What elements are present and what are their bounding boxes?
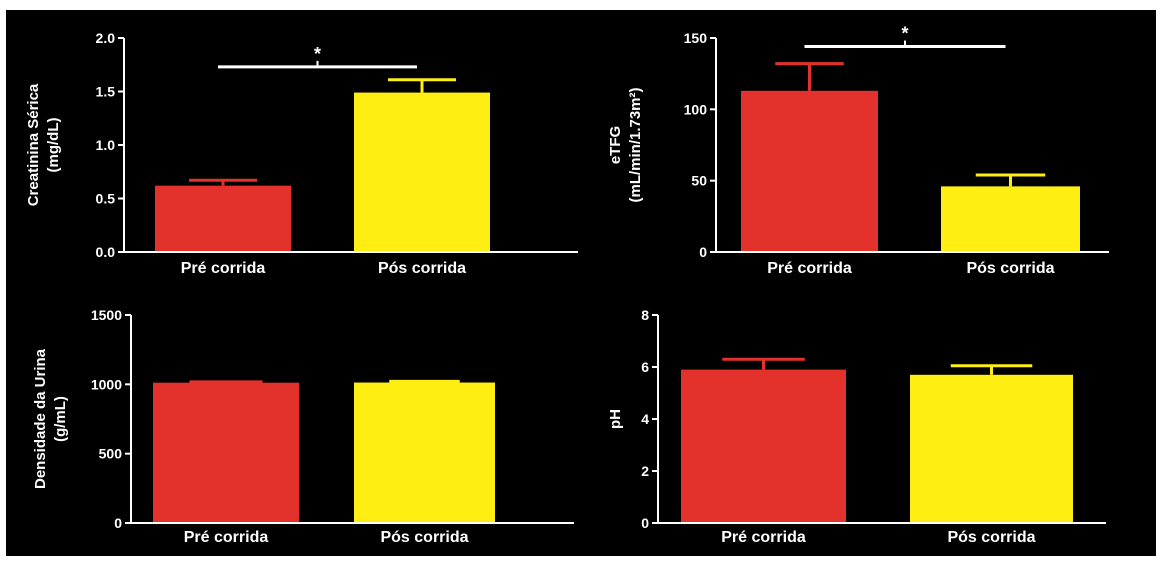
y-axis-label: Creatinina Sérica [25, 83, 42, 206]
y-tick-label: 8 [641, 307, 649, 323]
bar-pre-corrida [153, 383, 299, 523]
figure-panel: Pré corrida Pós corrida 0.0 0.5 1.0 1.5 2.0 Cre… [6, 10, 1156, 556]
bar-pre-corrida [741, 91, 878, 252]
category-label: Pós corrida [966, 260, 1054, 277]
category-label: Pós corrida [378, 260, 466, 277]
bar-pos-corrida [910, 375, 1073, 523]
y-tick-label: 0.0 [96, 244, 116, 260]
y-axis-label: Densidade da Urina [32, 348, 49, 489]
y-tick-label: 1000 [91, 376, 122, 392]
y-tick-label: 0.5 [96, 191, 116, 207]
y-tick-label: 2.0 [96, 30, 116, 46]
bar-pos-corrida [354, 383, 495, 523]
category-label: Pré corrida [767, 260, 852, 277]
y-tick-label: 500 [99, 446, 123, 462]
category-label: Pré corrida [721, 529, 806, 546]
y-tick-label: 0 [114, 515, 122, 531]
bar-pre-corrida [155, 186, 291, 252]
category-label: Pós corrida [380, 529, 468, 546]
y-tick-label: 1.0 [96, 137, 116, 153]
y-axis-label: (mg/dL) [45, 118, 62, 173]
charts-svg: Pré corrida Pós corrida 0.0 0.5 1.0 1.5 2.0 Cre… [6, 10, 1156, 556]
category-label: Pós corrida [947, 529, 1035, 546]
bar-pos-corrida [354, 93, 490, 252]
y-tick-label: 2 [641, 463, 649, 479]
significance-star: * [314, 44, 321, 64]
y-axis-label: pH [607, 409, 624, 429]
category-label: Pré corrida [184, 529, 269, 546]
y-tick-label: 1.5 [96, 84, 116, 100]
y-tick-label: 1500 [91, 307, 122, 323]
y-axis-label: (g/mL) [52, 396, 69, 442]
y-tick-label: 150 [684, 30, 708, 46]
y-tick-label: 4 [641, 411, 649, 427]
y-tick-label: 0 [641, 515, 649, 531]
bar-pos-corrida [941, 186, 1080, 252]
category-label: Pré corrida [181, 260, 266, 277]
y-tick-label: 0 [699, 244, 707, 260]
y-axis-label: (mL/min/1.73m²) [627, 87, 644, 202]
significance-star: * [901, 24, 908, 44]
y-tick-label: 6 [641, 359, 649, 375]
y-tick-label: 50 [691, 173, 707, 189]
y-tick-label: 100 [684, 101, 708, 117]
y-axis-label: eTFG [607, 126, 624, 164]
bar-pre-corrida [681, 370, 846, 523]
